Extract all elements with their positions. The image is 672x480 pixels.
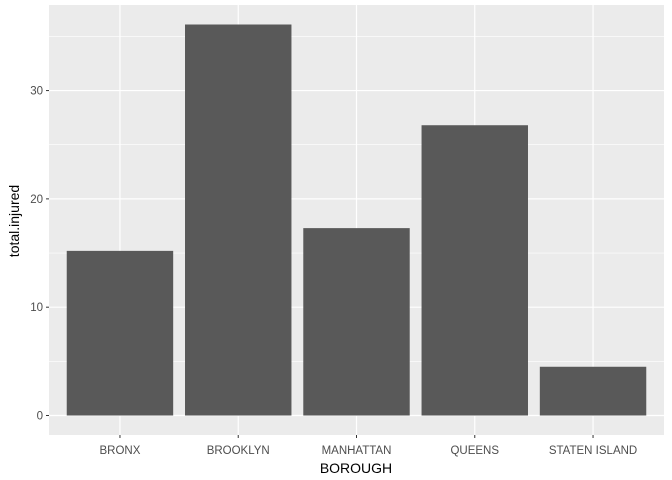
x-tick-label: MANHATTAN xyxy=(322,445,392,457)
bar xyxy=(185,24,292,416)
x-axis-title: BOROUGH xyxy=(320,460,392,476)
y-tick-label: 10 xyxy=(30,302,43,314)
bar xyxy=(303,228,410,416)
x-tick-label: BROOKLYN xyxy=(207,445,270,457)
x-tick-label: BRONX xyxy=(100,445,141,457)
x-tick-label: QUEENS xyxy=(450,445,499,457)
y-tick-label: 0 xyxy=(37,411,43,423)
y-tick-label: 30 xyxy=(30,86,43,98)
bar xyxy=(66,250,174,416)
y-tick-label: 20 xyxy=(30,194,43,206)
x-tick-label: STATEN ISLAND xyxy=(549,445,637,457)
x-axis: BRONX BROOKLYN MANHATTAN QUEENS STATEN ISLAN… xyxy=(100,435,637,457)
y-axis-title: total.injured xyxy=(6,185,22,257)
bars xyxy=(66,24,647,416)
bar xyxy=(539,366,647,416)
y-axis: 0 10 20 30 xyxy=(30,86,49,423)
bar xyxy=(421,125,528,416)
